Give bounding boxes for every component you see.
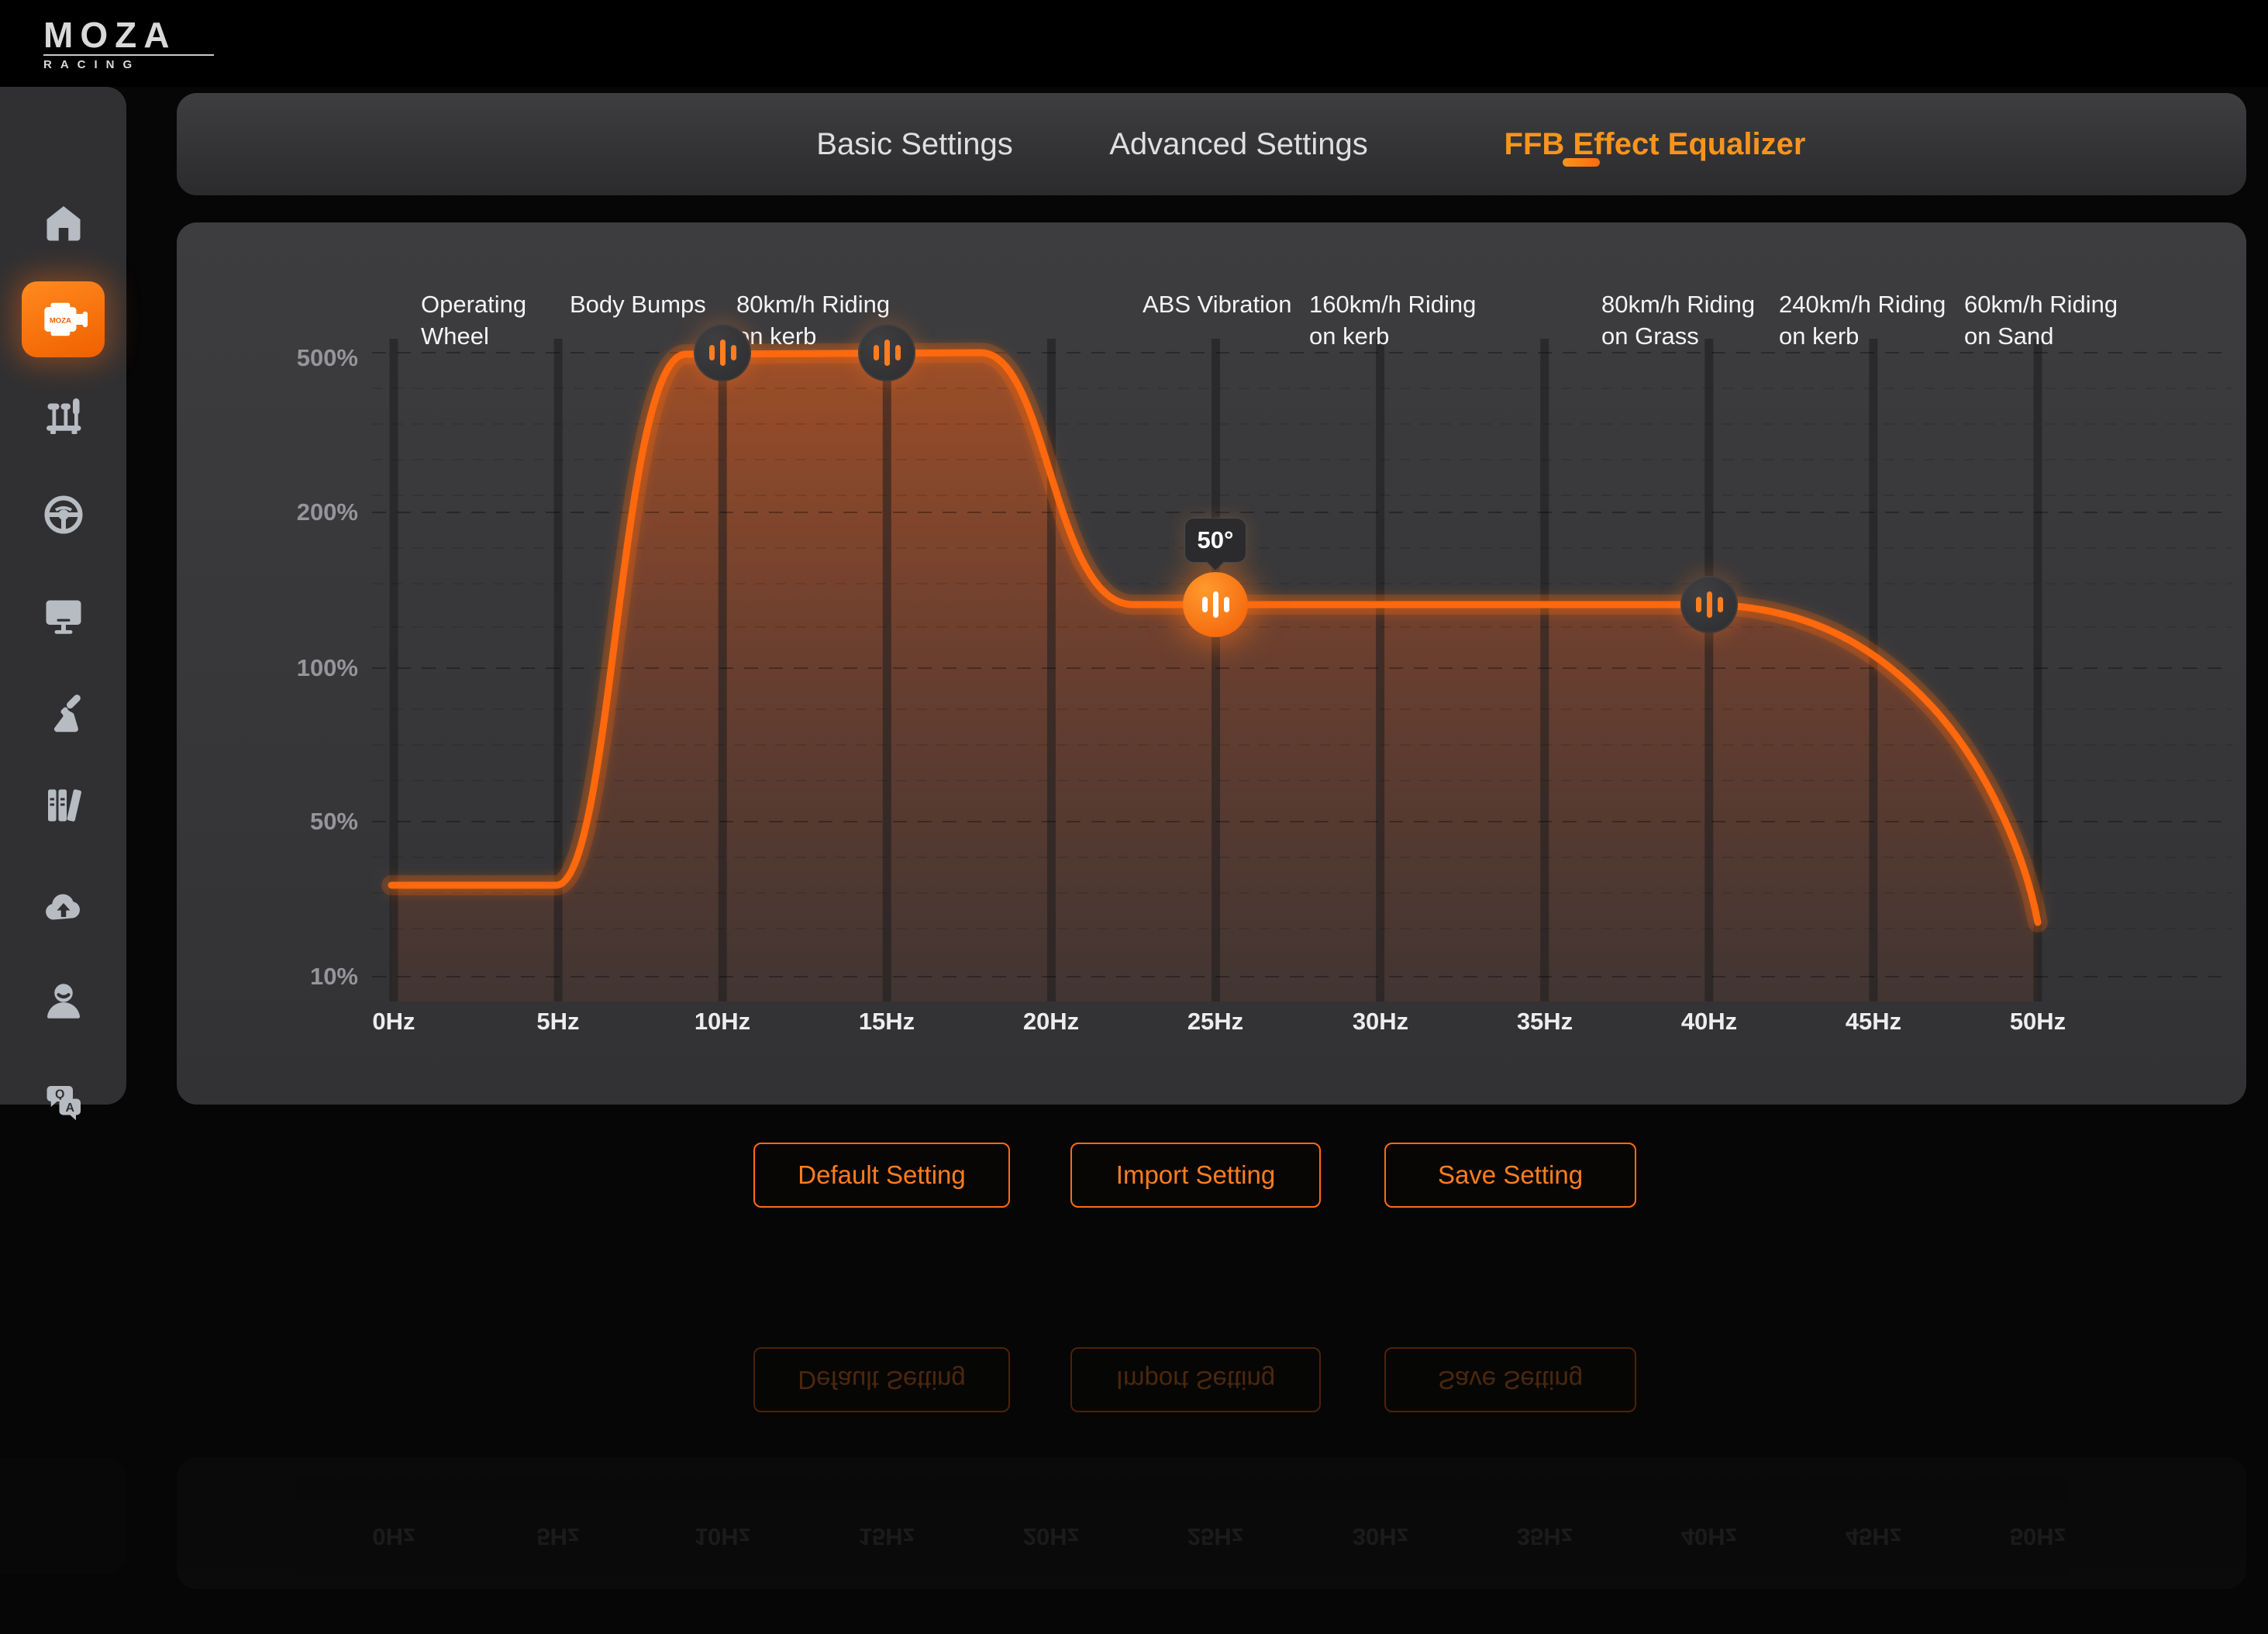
home-icon [47, 206, 80, 241]
wheelbase-icon: MOZA [43, 302, 88, 336]
user-icon [47, 984, 80, 1019]
import-setting-button[interactable]: Import Setting [1070, 1143, 1321, 1208]
eq-handle-40hz[interactable] [1680, 576, 1738, 633]
band-label-80kmh-kerb: 80km/h Riding on kerb [736, 291, 891, 350]
moza-racing-logo: MOZA RACING [43, 17, 214, 71]
sidebar-item-library[interactable] [0, 768, 126, 843]
y-tick-500: 500% [296, 344, 358, 371]
sidebar-item-home[interactable] [0, 187, 126, 261]
equalizer-curve-chart [372, 339, 2232, 1001]
tab-basic-settings[interactable]: Basic Settings [816, 126, 1013, 161]
tab-advanced-settings[interactable]: Advanced Settings [1109, 126, 1368, 161]
eq-handle-25hz-active[interactable] [1183, 572, 1248, 637]
x-tick-25hz: 25Hz [1187, 1008, 1244, 1035]
logo-sub-text: RACING [43, 54, 214, 71]
library-icon [47, 789, 81, 822]
default-setting-button[interactable]: Default Setting [753, 1143, 1010, 1208]
top-bar: MOZA RACING [0, 0, 2268, 87]
handbrake-icon [53, 695, 81, 733]
frequency-gridline-bands [389, 339, 2042, 1001]
sidebar-item-display[interactable] [0, 577, 126, 652]
handle-value-tooltip: 50° [1184, 518, 1246, 563]
y-tick-10: 10% [309, 963, 358, 990]
y-tick-50: 50% [309, 808, 358, 835]
eq-handle-15hz[interactable] [858, 324, 915, 381]
y-tick-100: 100% [296, 654, 358, 681]
x-tick-40hz: 40Hz [1680, 1008, 1738, 1035]
cloud-upload-icon [45, 894, 80, 920]
tab-ffb-effect-equalizer[interactable]: FFB Effect Equalizer [1504, 126, 1806, 161]
x-tick-5hz: 5Hz [536, 1008, 580, 1035]
band-label-80kmh-grass: 80km/h Riding on Grass [1601, 291, 1756, 350]
sidebar: MOZA [0, 87, 126, 1121]
import-setting-reflection: Import Setting [1070, 1347, 1321, 1412]
sidebar-reflection [0, 1457, 126, 1574]
pedals-icon [46, 398, 81, 434]
x-tick-10hz: 10Hz [694, 1008, 751, 1035]
sidebar-item-cloud-upload[interactable] [0, 870, 126, 944]
band-label-body-bumps: Body Bumps [570, 291, 706, 318]
settings-tab-bar: Basic Settings Advanced Settings FFB Eff… [177, 93, 2246, 195]
active-tab-underline [1563, 158, 1600, 167]
logo-brand-text: MOZA [43, 15, 177, 55]
band-label-60kmh-sand: 60km/h Riding on Sand [1964, 291, 2118, 350]
x-tick-35hz: 35Hz [1516, 1008, 1573, 1035]
save-setting-reflection: Save Setting [1384, 1347, 1636, 1412]
default-setting-reflection: Default Setting [753, 1347, 1010, 1412]
equalizer-curve [388, 349, 2042, 926]
equalizer-chart-panel [177, 222, 2246, 1105]
x-tick-0hz: 0Hz [372, 1008, 415, 1035]
y-tick-200: 200% [296, 498, 358, 526]
x-tick-15hz: 15Hz [858, 1008, 915, 1035]
band-label-operating-wheel: Operating Wheel [421, 291, 527, 350]
qa-icon: Q A [47, 1086, 81, 1121]
sidebar-item-wheelbase[interactable]: MOZA [22, 281, 105, 357]
minor-gridlines [372, 388, 2232, 929]
sidebar-item-handbrake[interactable] [0, 674, 126, 749]
x-tick-50hz: 50Hz [2009, 1008, 2066, 1035]
x-tick-20hz: 20Hz [1022, 1008, 1080, 1035]
chart-panel-reflection: 0Hz 5Hz 10Hz 15Hz 20Hz 25Hz 30Hz 35Hz 40… [177, 1457, 2246, 1589]
band-label-160kmh-kerb: 160km/h Riding on kerb [1309, 291, 1477, 350]
band-label-240kmh-kerb: 240km/h Riding on kerb [1779, 291, 1946, 350]
svg-text:MOZA: MOZA [49, 316, 71, 325]
steering-wheel-icon [43, 495, 83, 534]
sidebar-item-qa[interactable]: Q A [0, 1063, 126, 1138]
sidebar-item-pedals[interactable] [0, 378, 126, 453]
svg-text:A: A [65, 1101, 74, 1115]
save-setting-button[interactable]: Save Setting [1384, 1143, 1636, 1208]
svg-text:Q: Q [55, 1088, 64, 1101]
band-label-abs-vibration: ABS Vibration [1143, 291, 1292, 318]
sidebar-item-user[interactable] [0, 963, 126, 1037]
sidebar-item-steering-wheel[interactable] [0, 477, 126, 552]
buttons-reflection: Default Setting Import Setting Save Sett… [0, 1344, 2268, 1415]
monitor-icon [46, 600, 81, 634]
eq-handle-10hz[interactable] [694, 324, 751, 381]
x-tick-45hz: 45Hz [1845, 1008, 1902, 1035]
x-tick-30hz: 30Hz [1352, 1008, 1409, 1035]
